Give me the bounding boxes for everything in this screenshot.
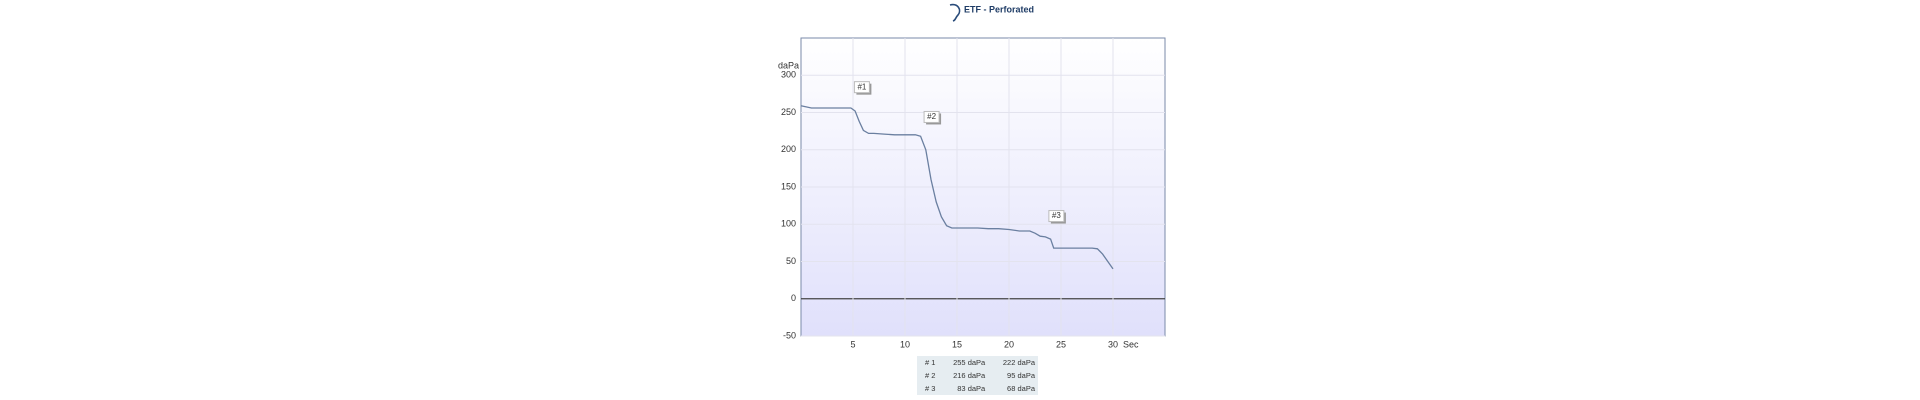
- chart-title: ETF - Perforated: [964, 4, 1034, 14]
- table-cell: 95 daPa: [1007, 371, 1035, 380]
- x-tick-label: 5: [850, 339, 855, 349]
- table-cell: # 3: [925, 384, 936, 393]
- x-tick-label: 30: [1108, 339, 1118, 349]
- table-cell: 216 daPa: [953, 371, 986, 380]
- table-cell: 222 daPa: [1002, 358, 1035, 367]
- annotation-box: [923, 110, 940, 123]
- ear-icon: [949, 3, 961, 22]
- annotation-box: [1048, 210, 1065, 223]
- table-row: # 2 216 daPa 95 daPa: [917, 369, 1038, 382]
- table-cell: 255 daPa: [953, 358, 986, 367]
- annotation: #2: [927, 112, 936, 121]
- x-tick-label: 20: [1004, 339, 1014, 349]
- y-tick-label: 200: [781, 144, 796, 154]
- x-tick-label: 10: [900, 339, 910, 349]
- results-table: # 1 255 daPa 222 daPa # 2 216 daPa 95 daPa # 3…: [917, 356, 1038, 395]
- table-cell: 68 daPa: [1007, 384, 1035, 393]
- annotation-box: [853, 81, 870, 94]
- x-tick-label: 15: [952, 339, 962, 349]
- y-tick-label: 0: [791, 293, 796, 303]
- table-cell: # 1: [925, 358, 936, 367]
- annotation: #3: [1052, 211, 1061, 220]
- y-tick-label: 50: [786, 256, 796, 266]
- chart: ETF - Perforated daPa -50 0 50 100 150 200 250…: [778, 3, 1166, 349]
- table-row: # 1 255 daPa 222 daPa: [917, 356, 1038, 369]
- annotation: #1: [857, 82, 866, 91]
- y-tick-label: 300: [781, 70, 796, 80]
- x-axis-label: Sec: [1123, 339, 1139, 349]
- table-cell: 83 daPa: [957, 384, 986, 393]
- y-axis-label: daPa: [778, 60, 799, 70]
- x-tick-label: 25: [1056, 339, 1066, 349]
- table-row: # 3 83 daPa 68 daPa: [917, 382, 1038, 395]
- y-tick-label: 250: [781, 107, 796, 117]
- y-tick-label: 100: [781, 219, 796, 229]
- table-cell: # 2: [925, 371, 936, 380]
- y-tick-label: -50: [783, 330, 796, 340]
- data-line: [800, 105, 1114, 270]
- y-tick-label: 150: [781, 181, 796, 191]
